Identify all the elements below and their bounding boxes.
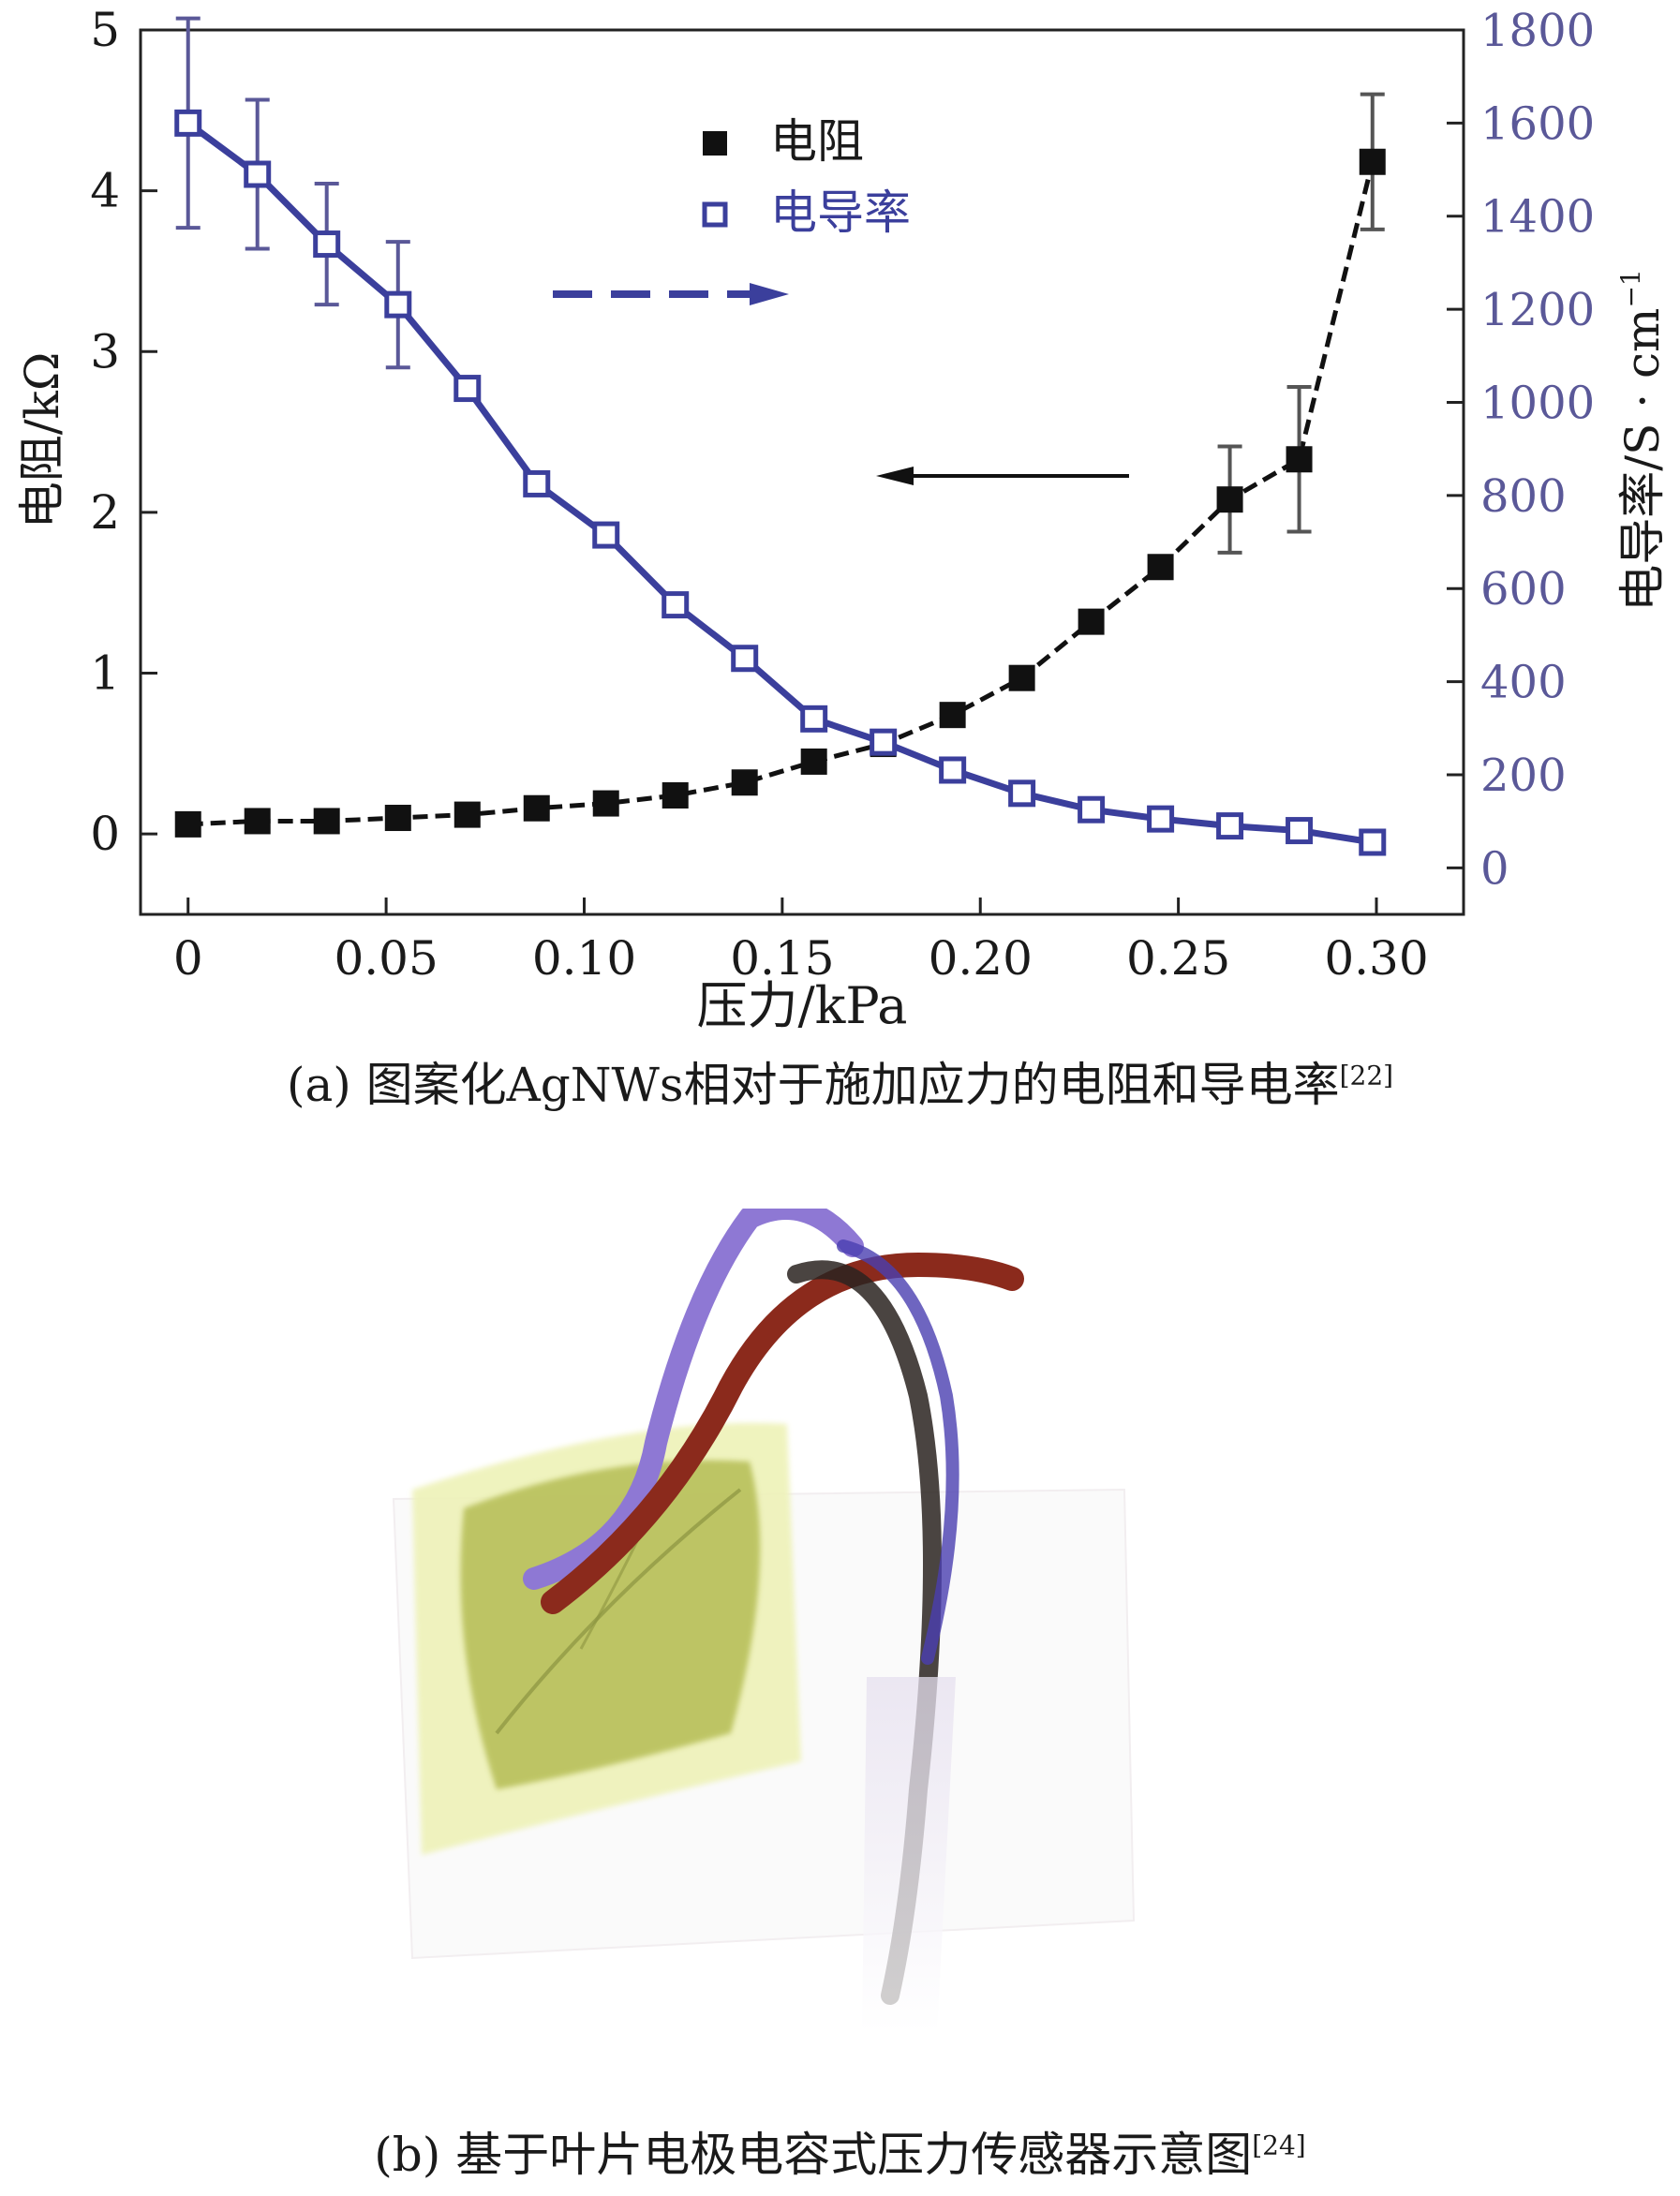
left-tick-label: 0 — [90, 807, 120, 861]
x-tick-label: 0 — [173, 931, 203, 986]
data-point-resistance — [1216, 486, 1243, 513]
right-tick-label: 1600 — [1480, 97, 1595, 150]
right-tick-label: 0 — [1480, 842, 1509, 895]
right-tick-label: 1200 — [1480, 284, 1595, 336]
left-axis: 0 1 2 3 4 5 — [90, 3, 157, 861]
x-axis: 0 0.05 0.10 0.15 0.20 0.25 0.30 — [173, 898, 1429, 986]
series-layer — [174, 16, 1387, 856]
right-tick-label: 1400 — [1480, 191, 1595, 244]
right-tick-label: 800 — [1480, 470, 1567, 523]
dashed-arrow-right — [553, 283, 789, 305]
data-point-resistance — [1008, 664, 1035, 691]
right-tick-label: 200 — [1480, 749, 1567, 802]
chart-a: 0 1 2 3 4 5 0 200 400 600 800 1000 1200 1400 1600 1800… — [15, 3, 1670, 1035]
data-point-conductivity — [313, 230, 341, 259]
right-axis-label: 电导率/S · cm−1 — [1615, 269, 1670, 611]
plot-frame — [139, 28, 1465, 916]
wire-blue — [837, 1239, 959, 1665]
data-point-conductivity — [244, 160, 272, 188]
data-point-conductivity — [592, 521, 620, 549]
legend-marker-conductivity — [702, 201, 728, 228]
data-point-conductivity — [1359, 828, 1387, 856]
data-point-conductivity — [870, 728, 898, 756]
left-axis-label: 电阻/kΩ — [15, 352, 69, 529]
legend-marker-resistance — [703, 131, 727, 156]
legend-label-conductivity: 电导率 — [770, 185, 911, 240]
data-point-resistance — [244, 808, 271, 835]
data-point-conductivity — [1078, 795, 1106, 824]
caption-a: (a) 图案化AgNWs相对于施加应力的电阻和导电率[22] — [286, 1058, 1394, 1112]
legend-label-resistance: 电阻 — [770, 114, 864, 169]
wire-red — [541, 1252, 1024, 1614]
right-axis-label-exponent: −1 — [1615, 269, 1646, 307]
x-tick-label: 0.25 — [1126, 931, 1230, 986]
sensor-photo — [392, 1209, 1136, 2033]
x-tick-label: 0.20 — [929, 931, 1033, 986]
data-point-resistance — [523, 794, 550, 822]
wire-fade — [862, 1677, 956, 2033]
data-point-conductivity — [1216, 812, 1244, 840]
data-point-conductivity — [662, 591, 690, 619]
data-point-resistance — [662, 781, 689, 809]
legend: 电阻 电导率 — [702, 114, 911, 240]
right-tick-label: 1800 — [1480, 5, 1595, 57]
x-axis-label: 压力/kPa — [696, 976, 907, 1035]
series-line-resistance — [187, 161, 1375, 827]
data-point-resistance — [384, 805, 411, 832]
data-point-resistance — [174, 810, 201, 838]
data-point-resistance — [939, 702, 966, 729]
data-point-resistance — [1359, 148, 1386, 175]
data-point-resistance — [800, 748, 827, 775]
data-point-resistance — [1286, 446, 1313, 473]
x-tick-label: 0.15 — [730, 931, 834, 986]
x-tick-label: 0.10 — [532, 931, 636, 986]
left-tick-label: 4 — [90, 164, 120, 218]
data-point-conductivity — [523, 469, 551, 497]
x-tick-label: 0.30 — [1324, 931, 1428, 986]
left-tick-label: 1 — [90, 646, 120, 701]
data-point-resistance — [731, 769, 758, 796]
caption-b: (b) 基于叶片电极电容式压力传感器示意图[24] — [374, 2128, 1306, 2182]
data-point-resistance — [313, 808, 340, 835]
data-point-conductivity — [1008, 779, 1036, 808]
right-tick-label: 400 — [1480, 657, 1567, 709]
solid-arrow-left — [876, 467, 1129, 485]
leaf-electrode — [460, 1460, 761, 1789]
left-tick-label: 2 — [90, 485, 120, 540]
right-tick-label: 1000 — [1480, 377, 1595, 429]
data-point-conductivity — [1147, 805, 1175, 833]
data-point-conductivity — [174, 109, 202, 137]
data-point-conductivity — [800, 705, 828, 733]
data-point-conductivity — [731, 645, 759, 673]
data-point-resistance — [453, 801, 481, 828]
right-axis: 0 200 400 600 800 1000 1200 1400 1600 1800 — [1447, 5, 1595, 895]
right-tick-label: 600 — [1480, 563, 1567, 616]
data-point-conductivity — [939, 756, 967, 784]
data-point-resistance — [592, 790, 619, 817]
data-point-conductivity — [384, 290, 412, 319]
x-tick-label: 0.05 — [334, 931, 438, 986]
wire-purple — [523, 1209, 864, 1590]
left-tick-label: 5 — [90, 3, 120, 57]
data-point-conductivity — [1286, 817, 1314, 845]
leaf-vein — [495, 1488, 742, 1735]
left-tick-label: 3 — [90, 324, 120, 378]
data-point-conductivity — [453, 375, 482, 403]
data-point-resistance — [1147, 554, 1174, 581]
data-point-resistance — [1078, 608, 1105, 635]
